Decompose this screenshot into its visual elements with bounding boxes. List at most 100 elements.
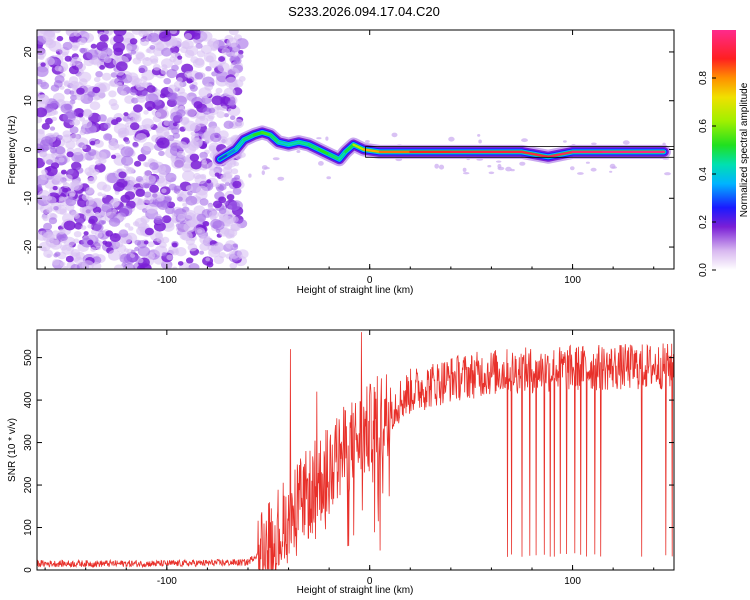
- noise-speckle: [264, 166, 270, 170]
- noise-speckle: [40, 62, 46, 67]
- noise-speckle: [79, 116, 86, 122]
- signal-ridge-segment: [328, 153, 341, 161]
- noise-speckle: [116, 82, 123, 88]
- noise-speckle: [176, 150, 186, 158]
- noise-speckle: [73, 238, 80, 244]
- noise-speckle: [43, 249, 53, 258]
- noise-speckle: [98, 114, 107, 122]
- noise-speckle: [99, 34, 109, 42]
- noise-speckle: [73, 231, 82, 238]
- noise-speckle: [133, 104, 143, 113]
- noise-speckle: [113, 181, 125, 192]
- noise-speckle: [40, 81, 50, 90]
- colorbar-tick-label: 0.4: [698, 167, 709, 181]
- noise-speckle: [143, 240, 149, 245]
- noise-speckle: [62, 181, 68, 186]
- signal-ridge-segment: [287, 141, 300, 146]
- noise-speckle: [92, 206, 102, 214]
- noise-speckle: [41, 123, 50, 130]
- noise-speckle: [49, 147, 58, 154]
- snr-xtick-label: 0: [367, 576, 373, 587]
- noise-speckle: [214, 172, 220, 177]
- noise-speckle: [108, 249, 121, 261]
- noise-speckle: [174, 185, 182, 192]
- noise-speckle: [163, 106, 168, 111]
- noise-speckle: [201, 160, 208, 165]
- noise-speckle: [69, 126, 79, 134]
- noise-speckle: [40, 173, 48, 181]
- noise-speckle: [56, 134, 63, 141]
- noise-speckle: [156, 137, 170, 149]
- noise-speckle: [232, 180, 242, 189]
- noise-speckle: [521, 138, 528, 143]
- noise-speckle: [177, 213, 186, 221]
- noise-speckle: [81, 194, 90, 201]
- noise-speckle: [95, 151, 107, 161]
- noise-speckle: [43, 222, 53, 231]
- noise-speckle: [142, 175, 149, 180]
- noise-speckle: [105, 230, 113, 237]
- noise-speckle: [217, 62, 230, 73]
- noise-speckle: [55, 146, 66, 155]
- noise-speckle: [52, 259, 60, 266]
- noise-speckle: [231, 168, 239, 175]
- noise-speckle: [210, 132, 222, 143]
- noise-speckle: [182, 170, 195, 182]
- signal-ridge-segment: [547, 150, 574, 158]
- noise-speckle: [142, 182, 150, 189]
- noise-speckle: [130, 249, 136, 254]
- noise-speckle: [54, 75, 65, 84]
- noise-speckle: [70, 56, 82, 66]
- noise-speckle: [101, 72, 112, 81]
- noise-speckle: [261, 170, 265, 176]
- noise-speckle: [118, 171, 127, 179]
- noise-speckle: [218, 207, 227, 215]
- noise-speckle: [159, 93, 166, 99]
- noise-speckle: [166, 254, 174, 261]
- noise-speckle: [113, 123, 127, 135]
- noise-speckle: [48, 217, 58, 225]
- noise-speckle: [115, 241, 124, 248]
- noise-speckle: [141, 118, 154, 129]
- noise-speckle: [154, 112, 162, 118]
- signal-ridge-segment: [242, 133, 256, 141]
- noise-speckle: [194, 72, 204, 80]
- snr-frame: [36, 329, 675, 571]
- noise-speckle: [67, 168, 74, 175]
- noise-speckle: [41, 169, 48, 175]
- noise-speckle: [158, 31, 172, 42]
- noise-speckle: [170, 52, 178, 59]
- noise-speckle: [65, 255, 74, 263]
- noise-speckle: [124, 191, 136, 200]
- noise-speckle: [94, 211, 100, 217]
- noise-speckle: [220, 173, 233, 183]
- noise-speckle: [72, 119, 81, 126]
- noise-speckle: [232, 118, 244, 129]
- noise-speckle: [42, 231, 55, 243]
- noise-speckle: [166, 98, 177, 108]
- noise-speckle: [570, 166, 575, 171]
- noise-speckle: [77, 37, 87, 46]
- noise-speckle: [208, 210, 219, 219]
- noise-speckle: [197, 229, 203, 234]
- noise-speckle: [190, 134, 200, 142]
- noise-speckle: [144, 100, 156, 111]
- noise-speckle: [190, 131, 196, 136]
- noise-speckle: [198, 87, 212, 98]
- noise-speckle: [126, 52, 133, 58]
- noise-speckle: [160, 200, 170, 208]
- noise-speckle: [184, 209, 196, 220]
- noise-speckle: [115, 61, 128, 72]
- noise-speckle: [172, 266, 178, 269]
- noise-speckle: [139, 38, 150, 46]
- noise-speckle: [238, 76, 246, 82]
- noise-speckle: [42, 31, 56, 42]
- noise-speckle: [196, 185, 209, 196]
- noise-speckle: [325, 136, 329, 141]
- noise-speckle: [189, 84, 198, 92]
- noise-speckle: [226, 194, 235, 201]
- noise-speckle: [87, 224, 93, 229]
- noise-speckle: [196, 196, 202, 201]
- noise-speckle: [95, 159, 102, 166]
- noise-speckle: [88, 215, 98, 224]
